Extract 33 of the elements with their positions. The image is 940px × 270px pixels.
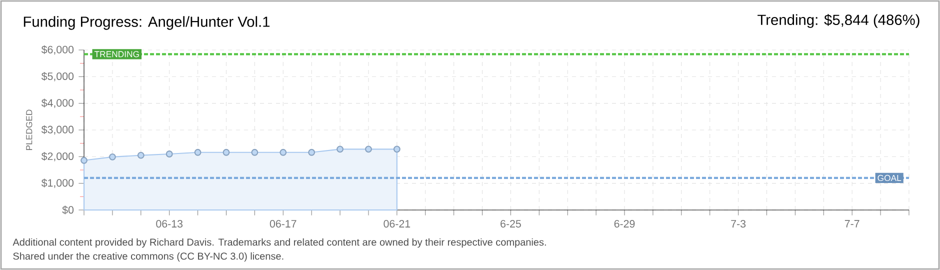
y-tick-label: $6,000 [41,45,74,55]
point [80,156,88,164]
point [280,148,287,156]
x-tick-label: 06-17 [270,220,296,228]
point [365,146,372,153]
text: Trending: $5,844 (486%) [758,14,920,28]
point [308,148,316,156]
ref-line-label: GOAL [878,174,902,182]
y-axis-title: PLEDGED [26,110,32,150]
point [222,148,230,156]
y-tick-label: $2,000 [41,152,74,162]
chart-title: Funding Progress: Angel/Hunter Vol.1 [24,16,270,30]
x-tick-label: 06-13 [156,220,183,228]
ref-line-label: TRENDING [94,51,139,58]
text: Shared under the creative commons (CC BY-NC 3.0) license. [13,252,284,262]
x-tick-label: 6-29 [614,220,635,228]
point [336,146,344,153]
x-tick-label: 6-25 [500,220,521,228]
x-tick-label: 06-21 [384,220,410,228]
point [108,153,116,160]
y-tick-label: $1,000 [41,178,74,188]
point [251,148,258,156]
point [393,146,400,153]
point [166,150,173,158]
y-tick-label: $3,000 [41,125,74,135]
x-tick-label: 7-7 [844,220,860,228]
text: Additional content provided by Richard Davis. Trademarks and related content are owned by their respective companies. [12,238,546,248]
y-tick-label: $4,000 [41,98,74,108]
y-tick-label: $5,000 [41,72,74,82]
point [194,148,202,156]
y-tick-label: $0 [62,206,74,214]
x-tick-label: 7-3 [731,220,746,228]
point [137,152,144,159]
